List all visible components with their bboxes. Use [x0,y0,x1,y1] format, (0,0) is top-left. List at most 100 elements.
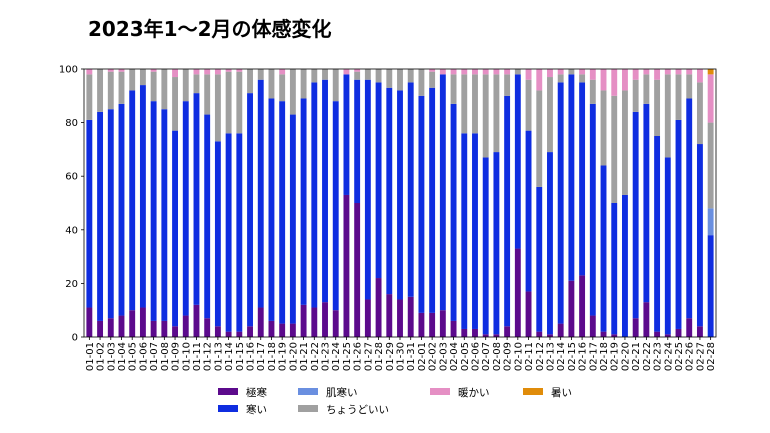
plot-frame [83,68,717,338]
bar-segment [139,307,146,337]
x-tick-label: 01-27 [363,342,374,371]
bar-segment [547,152,553,335]
bar-segment [686,74,693,99]
bar-segment [86,119,93,308]
bar-segment [664,74,671,158]
bar-segment [686,318,693,337]
x-tick-label: 02-09 [503,342,514,371]
bar-segment [472,69,478,75]
legend-label: 寒い [246,403,267,416]
x-tick-label: 02-14 [556,342,567,371]
legend-swatch [218,405,238,412]
x-tick-label: 02-22 [642,342,653,371]
bar-segment [525,79,532,131]
x-tick-label: 02-17 [588,342,599,371]
bar-segment [493,74,500,153]
legend-swatch [298,388,318,395]
bar-segment [472,328,478,337]
x-tick-label: 01-25 [342,342,353,371]
bar-segment [482,74,489,158]
bar-segment [161,109,168,321]
x-tick-label: 01-17 [256,342,267,371]
bar-segment [514,69,521,75]
bar-segment [643,74,650,104]
bar-segment [525,130,532,292]
bar-segment [611,334,618,337]
bar-segment [311,82,318,308]
bar-segment [611,95,618,203]
bar-segment [257,69,264,80]
bar-segment [696,82,703,145]
bar-segment [450,103,457,321]
bar-segment [161,320,168,337]
x-tick-label: 02-24 [663,342,674,371]
bar-segment [139,69,146,86]
bar-segment [654,136,661,332]
chart-title: 2023年1〜2月の体感変化 [88,17,332,41]
bar-segment [193,74,200,94]
x-tick-label: 02-27 [695,342,706,371]
x-tick-label: 01-18 [267,342,278,371]
bar-segment [589,315,596,337]
bar-segment [407,69,414,83]
x-tick-label: 01-08 [160,342,171,371]
bar-segment [150,71,157,102]
bar-segment [257,307,264,337]
bar-segment [418,95,425,313]
bar-segment [664,157,671,335]
bar-segment [161,69,168,110]
x-tick-label: 02-03 [438,342,449,371]
x-tick-label: 02-16 [578,342,589,371]
bar-segment [354,69,361,72]
x-tick-label: 01-19 [278,342,289,371]
bar-segment [622,194,628,337]
bar-segment [204,69,211,75]
bar-segment [279,101,286,324]
bar-segment [322,69,328,80]
bar-segment [429,312,436,337]
x-tick-label: 02-04 [449,342,460,371]
bar-segment [525,291,532,337]
bar-segment [686,98,693,319]
bar-segment [632,111,639,319]
bar-segment [397,69,403,91]
bar-segment [525,69,532,80]
x-tick-label: 02-26 [685,342,696,371]
x-tick-label: 01-11 [192,342,203,371]
bar-segment [439,69,446,75]
bar-segment [118,69,125,72]
bar-segment [707,235,714,337]
bar-segment [332,310,339,337]
legend-label: 極寒 [246,386,267,399]
x-tick-label: 01-07 [149,342,160,371]
bar-segment [611,69,618,96]
bar-segment [300,98,307,305]
bar-segment [204,318,211,337]
bar-segment [675,328,682,337]
x-tick-label: 01-22 [310,342,321,371]
bar-segment [600,90,607,166]
bar-segment [289,114,296,324]
bar-segment [439,310,446,337]
bar-segment [557,323,564,337]
y-tick-label: 40 [65,225,78,236]
x-tick-label: 02-21 [631,342,642,371]
bar-segment [364,79,371,300]
bar-segment [568,69,575,75]
x-tick-label: 01-01 [85,342,96,371]
x-tick-label: 01-26 [353,342,364,371]
x-tick-label: 02-01 [417,342,428,371]
bar-segment [343,74,350,195]
bar-segment [536,90,543,187]
bar-segment [504,95,511,327]
bar-segment [579,82,586,276]
bar-segment [461,328,468,337]
bar-segment [236,331,243,337]
bar-segment [375,82,382,279]
bar-segment [129,310,136,337]
bar-segment [172,326,178,337]
bar-segment [150,69,157,72]
x-tick-label: 01-04 [117,342,128,371]
x-tick-label: 02-15 [567,342,578,371]
bar-segment [707,122,714,209]
